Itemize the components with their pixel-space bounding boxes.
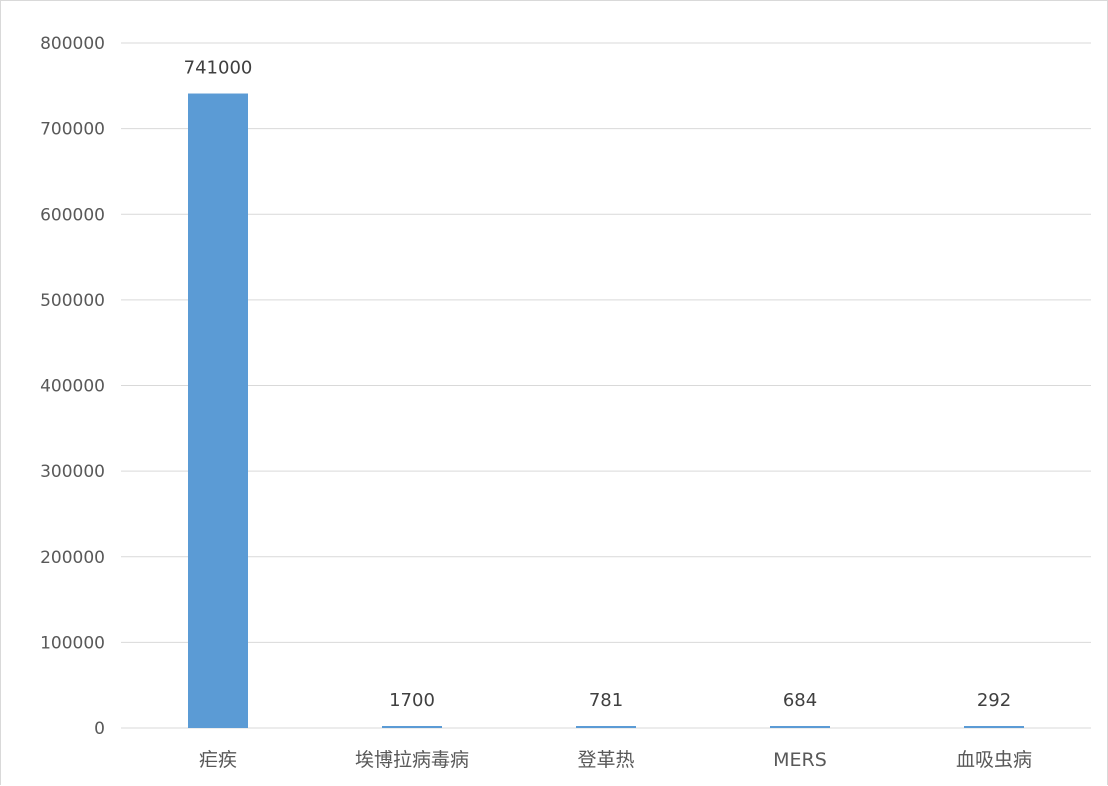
y-tick-label: 400000	[40, 377, 105, 397]
category-label-1: 埃博拉病毒病	[355, 749, 469, 771]
data-labels: 741000 1700 781 684 292	[184, 58, 1012, 711]
y-tick-label: 0	[94, 719, 105, 739]
bar-2	[576, 726, 636, 728]
category-label-2: 登革热	[577, 749, 634, 771]
category-label-0: 疟疾	[199, 749, 237, 771]
bar-4	[964, 726, 1024, 728]
y-tick-label: 500000	[40, 291, 105, 311]
data-label-4: 292	[977, 690, 1011, 711]
y-tick-label: 200000	[40, 548, 105, 568]
y-tick-label: 300000	[40, 462, 105, 482]
data-label-1: 1700	[389, 690, 435, 711]
bars	[188, 93, 1024, 729]
data-label-3: 684	[783, 690, 817, 711]
data-label-0: 741000	[184, 58, 253, 79]
bar-0	[188, 93, 248, 729]
gridlines	[121, 42, 1091, 729]
category-label-3: MERS	[773, 749, 827, 771]
y-tick-label: 800000	[40, 34, 105, 54]
y-axis-tick-labels: 0 100000 200000 300000 400000 500000 600000 700…	[40, 34, 105, 739]
y-tick-label: 100000	[40, 633, 105, 653]
bar-1	[382, 726, 442, 728]
category-label-4: 血吸虫病	[956, 749, 1032, 771]
bar-3	[770, 726, 830, 728]
data-label-2: 781	[589, 690, 623, 711]
y-tick-label: 700000	[40, 120, 105, 140]
category-labels: 疟疾 埃博拉病毒病 登革热 MERS 血吸虫病	[199, 749, 1032, 771]
y-tick-label: 600000	[40, 205, 105, 225]
